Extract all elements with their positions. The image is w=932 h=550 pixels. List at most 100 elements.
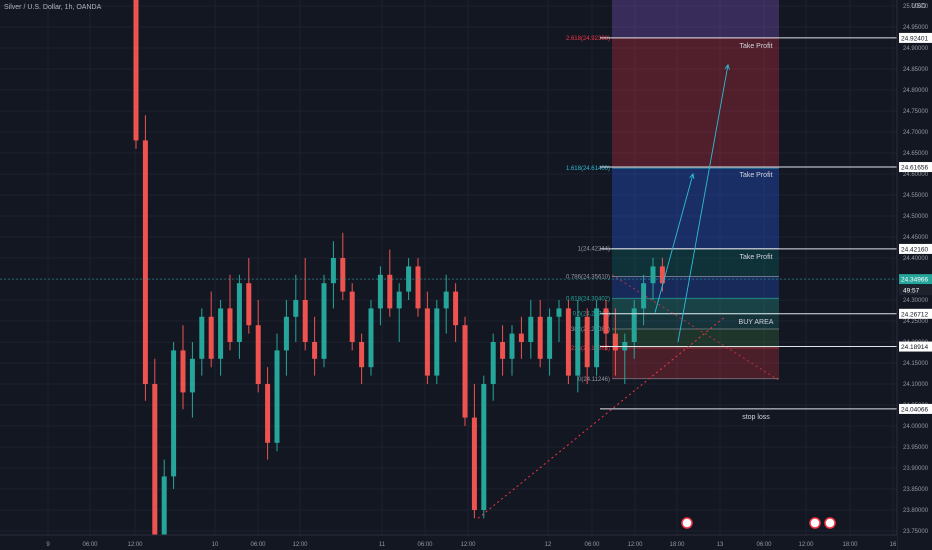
y-tick-label: 24.75000 (903, 109, 929, 115)
candle-body (293, 300, 299, 317)
candle-body (359, 342, 365, 368)
candle-body (133, 0, 139, 141)
y-tick-label: 24.45000 (903, 235, 929, 241)
candle-body (171, 350, 177, 477)
zone-top (612, 0, 779, 38)
candle-body (180, 350, 186, 393)
price-tag-label: 24.42160 (901, 246, 928, 253)
zone-fib-382 (612, 329, 779, 349)
annotation-label: stop loss (742, 414, 770, 421)
y-tick-label: 24.10000 (903, 382, 929, 388)
y-tick-label: 24.50000 (903, 214, 929, 220)
event-marker (824, 517, 836, 529)
countdown-bg (899, 285, 932, 296)
candle-body (340, 258, 346, 292)
fib-label: 1.618(24.61400) (566, 166, 610, 172)
time-axis-bg (0, 535, 897, 550)
x-tick-label: 18:00 (669, 542, 685, 548)
candle-body (490, 342, 496, 384)
candle-body (594, 308, 600, 368)
x-tick-label: 12:00 (798, 542, 814, 548)
candle-body (650, 266, 656, 284)
price-tag-bg (899, 243, 932, 254)
price-tag-bg (899, 403, 932, 414)
countdown-label: 49:57 (903, 288, 920, 295)
event-marker (809, 517, 821, 529)
drawings: Take Profit Take Profit Take Profit BUY ARE… (477, 43, 779, 519)
annotation-label: BUY AREA (739, 319, 774, 326)
candle-body (509, 333, 515, 359)
candle-body (443, 291, 449, 309)
candle-body (152, 384, 158, 544)
candle-body (453, 291, 459, 326)
candle-body (208, 316, 214, 359)
candle-body (377, 274, 383, 309)
y-tick-label: 24.70000 (903, 130, 929, 136)
candle-body (265, 384, 271, 443)
price-tag-label: 24.26712 (901, 311, 928, 318)
candle-body (227, 308, 233, 342)
trend-line (477, 316, 726, 519)
symbol-title: Silver / U.S. Dollar, 1h, OANDA (4, 4, 102, 11)
x-tick-label: 06:00 (417, 542, 433, 548)
candle-body (142, 140, 148, 384)
currency-label: USD (911, 3, 926, 10)
price-tag-label: 24.61656 (901, 165, 928, 172)
arrow-tp1-head (724, 63, 730, 70)
x-tick-label: 10 (212, 542, 219, 548)
candle-body (218, 308, 224, 359)
annotation-label: Take Profit (739, 254, 772, 261)
candle-body (396, 291, 402, 309)
candle-body (415, 266, 421, 309)
x-tick-label: 06:00 (584, 542, 600, 548)
y-tick-label: 24.85000 (903, 67, 929, 73)
price-tag-bg (899, 308, 932, 319)
price-tag-bg (899, 341, 932, 352)
y-tick-label: 24.65000 (903, 151, 929, 157)
x-tick-label: 12 (545, 542, 552, 548)
y-tick-label: 23.95000 (903, 445, 929, 451)
x-tick-label: 12:00 (460, 542, 476, 548)
y-tick-label: 24.60000 (903, 172, 929, 178)
price-lines (0, 37, 897, 410)
event-marker (681, 517, 693, 529)
y-tick-label: 24.30000 (903, 298, 929, 304)
candle-body (330, 258, 336, 284)
candle-body (368, 308, 374, 368)
fib-label: 0(24.11246) (578, 377, 610, 383)
y-tick-label: 24.55000 (903, 193, 929, 199)
price-tag-bg (899, 162, 932, 173)
candle-body (659, 266, 665, 284)
candle-body (518, 333, 524, 342)
candle-body (349, 291, 355, 342)
x-tick-label: 11 (379, 542, 386, 548)
fib-label: 1(24.42244) (578, 247, 610, 253)
x-tick-label: 16 (890, 542, 897, 548)
candle-body (556, 308, 562, 317)
price-tag-label: 24.18914 (901, 344, 928, 351)
candle-body (199, 316, 205, 359)
y-tick-label: 24.95000 (903, 25, 929, 31)
arrow-tp2-head (689, 173, 695, 179)
zone-fib-2618 (612, 37, 779, 169)
candle-body (575, 316, 581, 376)
current-price-tag-bg (899, 274, 932, 285)
x-tick-label: 18:00 (842, 542, 858, 548)
y-tick-label: 24.80000 (903, 88, 929, 94)
zone-fib-5 (612, 313, 779, 330)
fib-zones: 2.618(24.92398) 1.618(24.61400) 1(24.42244… (566, 0, 779, 383)
y-tick-label: 23.90000 (903, 466, 929, 472)
candle-body (547, 316, 553, 359)
candle-body (641, 283, 647, 309)
zone-fib-1 (612, 248, 779, 277)
y-tick-label: 23.85000 (903, 487, 929, 493)
zone-fib-236 (612, 348, 779, 379)
x-tick-label: 06:00 (756, 542, 772, 548)
time-axis: 9 06:00 12:00 10 06:00 12:00 11 06:00 12:00 12 06:… (0, 517, 897, 550)
candle-body (481, 384, 487, 510)
annotation-label: Take Profit (739, 172, 772, 179)
arrow-tp1 (677, 64, 729, 343)
candle-body (434, 308, 440, 376)
